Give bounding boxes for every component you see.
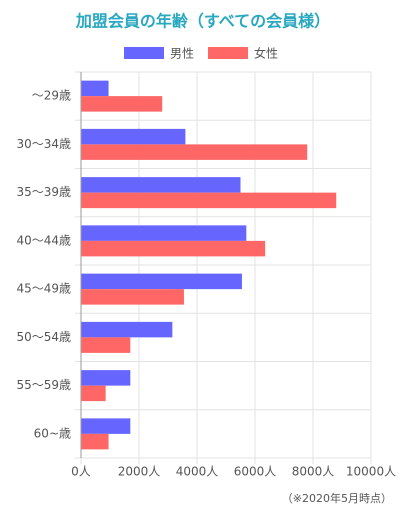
bar (81, 128, 186, 145)
y-tick-label: 30～34歳 (16, 137, 71, 151)
y-tick-label: 45～49歳 (16, 282, 71, 296)
bar (81, 192, 337, 209)
y-tick-label: 35～39歳 (16, 185, 71, 199)
bar (81, 144, 308, 160)
legend-label: 男性 (170, 47, 194, 61)
bar (81, 96, 163, 112)
bar (81, 433, 109, 450)
x-tick-label: 6000人 (234, 465, 277, 479)
bar (81, 225, 247, 241)
y-tick-label: 50～54歳 (16, 330, 71, 344)
y-tick-label: 60~歳 (34, 426, 71, 440)
x-tick-label: 2000人 (118, 465, 161, 479)
bar (81, 321, 173, 338)
bar (81, 337, 131, 353)
bar (81, 80, 109, 97)
y-tick-label: 55～59歳 (16, 378, 71, 392)
x-tick-label: 10000人 (346, 465, 396, 479)
bar (81, 289, 184, 305)
legend-label: 女性 (254, 46, 278, 61)
x-tick-label: 4000人 (176, 465, 219, 479)
note: （※2020年5月時点） (282, 491, 392, 505)
bar (81, 273, 242, 290)
bar (81, 385, 106, 402)
y-tick-label: 40～44歳 (16, 233, 71, 247)
legend-swatch (124, 47, 164, 59)
bar (81, 370, 131, 386)
x-tick-label: 0人 (71, 465, 91, 479)
bar (81, 240, 266, 257)
chart-title: 加盟会員の年齢（すべての会員様） (75, 12, 330, 31)
bar (81, 177, 241, 193)
x-tick-label: 8000人 (292, 465, 335, 479)
y-tick-label: ～29歳 (32, 89, 71, 103)
bar (81, 418, 131, 434)
legend-swatch (208, 47, 248, 59)
